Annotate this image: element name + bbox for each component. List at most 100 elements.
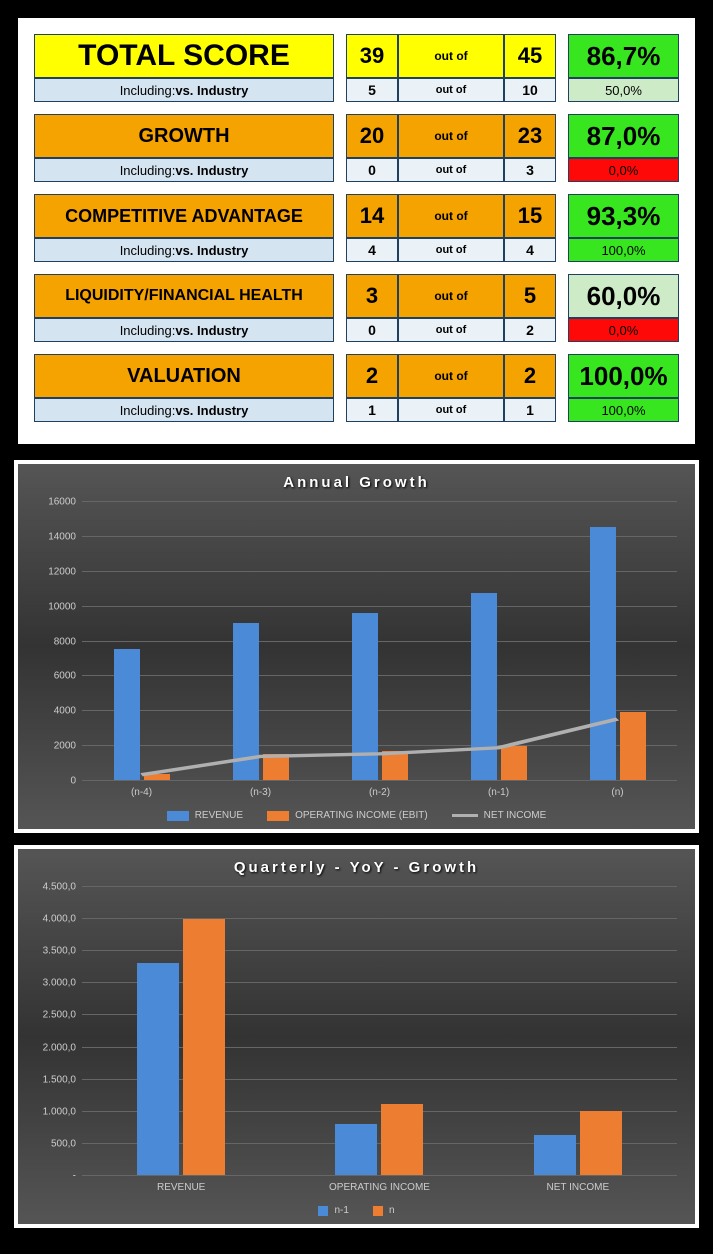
score-block: VALUATION 2 out of 2 100,0% Including: v… — [34, 354, 679, 422]
bar — [590, 527, 616, 780]
bar — [144, 774, 170, 780]
bar — [183, 919, 225, 1175]
score-numerator: 3 — [346, 274, 398, 318]
score-sublabel: Including: vs. Industry — [34, 238, 334, 262]
score-numerator: 2 — [346, 354, 398, 398]
legend-item: NET INCOME — [452, 810, 547, 821]
bar — [620, 712, 646, 780]
score-sub-denominator: 3 — [504, 158, 556, 182]
x-axis-labels: (n-4)(n-3)(n-2)(n-1)(n) — [82, 781, 677, 798]
x-axis-label: REVENUE — [82, 1176, 280, 1193]
score-sub-percent: 50,0% — [568, 78, 679, 102]
score-percent: 100,0% — [568, 354, 679, 398]
score-sub-outof: out of — [398, 238, 504, 262]
score-sub-percent: 0,0% — [568, 318, 679, 342]
bar — [233, 623, 259, 780]
y-axis-label: 2.500,0 — [43, 1010, 76, 1021]
score-sub-outof: out of — [398, 318, 504, 342]
y-axis-label: 6000 — [54, 671, 76, 682]
y-axis-label: 8000 — [54, 636, 76, 647]
x-axis-label: (n) — [558, 781, 677, 798]
x-axis-labels: REVENUEOPERATING INCOMENET INCOME — [82, 1176, 677, 1193]
legend-swatch — [373, 1206, 383, 1216]
y-axis-label: 12000 — [48, 566, 76, 577]
y-axis-label: 0 — [70, 776, 76, 787]
score-panel: TOTAL SCORE 39 out of 45 86,7% Including… — [14, 14, 699, 448]
legend-label: NET INCOME — [484, 810, 547, 821]
score-denominator: 45 — [504, 34, 556, 78]
score-outof: out of — [398, 34, 504, 78]
bar — [501, 746, 527, 780]
bar — [534, 1135, 576, 1175]
legend-swatch — [318, 1206, 328, 1216]
score-sub-denominator: 2 — [504, 318, 556, 342]
score-block: GROWTH 20 out of 23 87,0% Including: vs.… — [34, 114, 679, 182]
bar-group — [82, 501, 201, 780]
y-axis-label: 4000 — [54, 706, 76, 717]
legend-swatch — [167, 811, 189, 821]
score-label: GROWTH — [34, 114, 334, 158]
legend-item: n-1 — [318, 1205, 348, 1216]
bar — [352, 613, 378, 780]
bar — [580, 1111, 622, 1175]
score-sub-denominator: 1 — [504, 398, 556, 422]
legend-item: OPERATING INCOME (EBIT) — [267, 810, 428, 821]
chart-legend: n-1 n — [36, 1205, 677, 1216]
bar — [335, 1124, 377, 1175]
y-axis-label: 3.500,0 — [43, 946, 76, 957]
score-label: VALUATION — [34, 354, 334, 398]
score-sub-outof: out of — [398, 78, 504, 102]
score-numerator: 20 — [346, 114, 398, 158]
score-denominator: 23 — [504, 114, 556, 158]
score-sub-percent: 100,0% — [568, 238, 679, 262]
score-sub-denominator: 10 — [504, 78, 556, 102]
x-axis-label: NET INCOME — [479, 1176, 677, 1193]
score-sublabel: Including: vs. Industry — [34, 398, 334, 422]
score-sublabel: Including: vs. Industry — [34, 78, 334, 102]
y-axis-label: 1.000,0 — [43, 1106, 76, 1117]
plot-area: -500,01.000,01.500,02.000,02.500,03.000,… — [82, 886, 677, 1176]
score-sub-percent: 0,0% — [568, 158, 679, 182]
gridline: - — [82, 1175, 677, 1176]
x-axis-label: (n-1) — [439, 781, 558, 798]
score-percent: 86,7% — [568, 34, 679, 78]
x-axis-label: OPERATING INCOME — [280, 1176, 478, 1193]
bar-group — [439, 501, 558, 780]
legend-swatch — [267, 811, 289, 821]
x-axis-label: (n-4) — [82, 781, 201, 798]
score-sub-denominator: 4 — [504, 238, 556, 262]
y-axis-label: 2000 — [54, 741, 76, 752]
legend-swatch — [452, 814, 478, 817]
x-axis-label: (n-3) — [201, 781, 320, 798]
legend-item: REVENUE — [167, 810, 243, 821]
score-sub-numerator: 0 — [346, 318, 398, 342]
score-denominator: 5 — [504, 274, 556, 318]
score-block: TOTAL SCORE 39 out of 45 86,7% Including… — [34, 34, 679, 102]
annual-growth-chart: Annual Growth 02000400060008000100001200… — [14, 460, 699, 833]
score-sub-outof: out of — [398, 398, 504, 422]
legend-label: OPERATING INCOME (EBIT) — [295, 810, 428, 821]
score-sub-percent: 100,0% — [568, 398, 679, 422]
score-numerator: 39 — [346, 34, 398, 78]
x-axis-label: (n-2) — [320, 781, 439, 798]
chart-legend: REVENUE OPERATING INCOME (EBIT) NET INCO… — [36, 810, 677, 821]
bar — [263, 754, 289, 780]
quarterly-growth-chart: Quarterly - YoY - Growth -500,01.000,01.… — [14, 845, 699, 1228]
score-label: COMPETITIVE ADVANTAGE — [34, 194, 334, 238]
score-percent: 87,0% — [568, 114, 679, 158]
bar-group — [280, 886, 478, 1175]
score-percent: 93,3% — [568, 194, 679, 238]
plot-area: 0200040006000800010000120001400016000 — [82, 501, 677, 781]
score-sublabel: Including: vs. Industry — [34, 318, 334, 342]
y-axis-label: 10000 — [48, 601, 76, 612]
bar-group — [320, 501, 439, 780]
bar — [114, 649, 140, 780]
score-sub-numerator: 5 — [346, 78, 398, 102]
legend-label: n — [389, 1205, 395, 1216]
legend-label: REVENUE — [195, 810, 243, 821]
score-sub-numerator: 1 — [346, 398, 398, 422]
bar — [471, 593, 497, 780]
score-sub-outof: out of — [398, 158, 504, 182]
chart-title: Quarterly - YoY - Growth — [36, 859, 677, 876]
bar — [137, 963, 179, 1175]
